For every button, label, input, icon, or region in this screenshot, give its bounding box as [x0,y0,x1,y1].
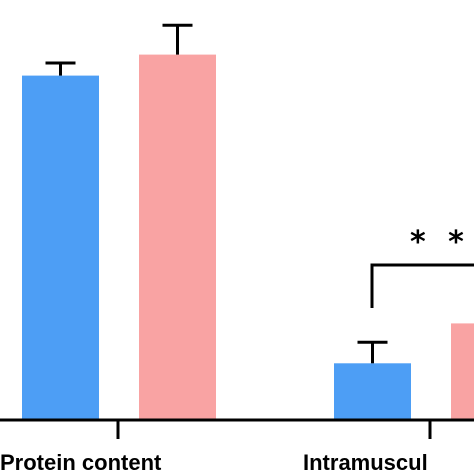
bar-1-1 [22,75,99,420]
x-tick-label-2: Intramuscul [303,450,428,474]
x-ticks-group: Protein content Intramuscul [0,420,432,474]
error-bars-group [45,23,388,364]
significance-bracket-line [370,263,474,308]
x-tick-label-1: Protein content [0,450,162,474]
bar-2-1 [334,363,411,420]
bars-group [22,54,474,420]
bar-1-2 [139,54,216,420]
bar-2-2 [451,323,474,420]
significance-label: * * [410,225,470,260]
significance-bracket: * * [370,225,474,308]
